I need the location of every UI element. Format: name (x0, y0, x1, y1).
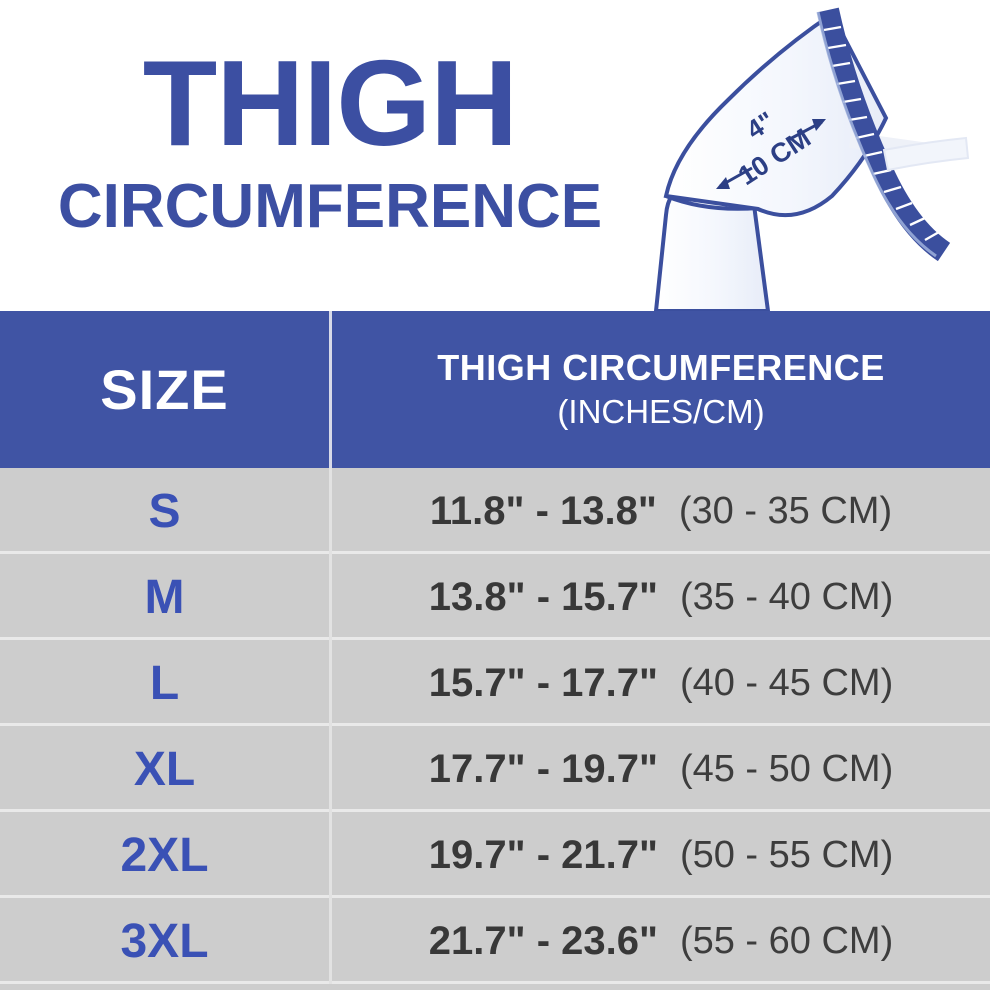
cell-size: XL (133, 742, 196, 796)
measurement-cm: (50 - 55 CM) (679, 833, 894, 876)
row-column-divider (329, 468, 332, 554)
column-header-size: SIZE (100, 358, 229, 421)
column-header-measurement: THIGH CIRCUMFERENCE (437, 347, 885, 388)
row-column-divider (329, 554, 332, 640)
table-row[interactable]: 3XL 21.7" - 23.6" (55 - 60 CM) (0, 898, 990, 984)
page-title: THIGH CIRCUMFERENCE (0, 42, 660, 238)
row-column-divider (329, 640, 332, 726)
measurement-inches: 11.8" - 13.8" (429, 488, 657, 533)
title-sub-line: CIRCUMFERENCE (57, 172, 603, 241)
measurement-inches: 19.7" - 21.7" (428, 832, 658, 877)
cell-measurement: 21.7" - 23.6" (55 - 60 CM) (332, 898, 990, 984)
column-header-measurement-units: (INCHES/CM) (557, 393, 765, 431)
measurement-cm: (30 - 35 CM) (678, 489, 893, 532)
title-main-line: THIGH (142, 35, 519, 171)
measurement-cm: (35 - 40 CM) (679, 575, 894, 618)
measurement-inches: 17.7" - 19.7" (428, 746, 658, 791)
cell-measurement: 15.7" - 17.7" (40 - 45 CM) (332, 640, 990, 726)
table-row[interactable]: 2XL 19.7" - 21.7" (50 - 55 CM) (0, 812, 990, 898)
measuring-tape (816, 7, 951, 262)
measurement-inches: 13.8" - 15.7" (428, 574, 658, 619)
cell-size: M (144, 570, 185, 624)
table-header-cell-size: SIZE (0, 311, 329, 468)
row-column-divider (329, 812, 332, 898)
cell-size: L (149, 656, 180, 710)
leg-measurement-illustration: 4" 10 CM (636, 0, 990, 311)
row-column-divider (329, 726, 332, 812)
table-header-cell-measurement: THIGH CIRCUMFERENCE (INCHES/CM) (332, 311, 990, 468)
cell-size: 2XL (120, 828, 209, 882)
row-column-divider (329, 898, 332, 984)
measurement-inches: 21.7" - 23.6" (428, 918, 658, 963)
size-chart-table: SIZE THIGH CIRCUMFERENCE (INCHES/CM) S 1… (0, 311, 990, 990)
table-header-row: SIZE THIGH CIRCUMFERENCE (INCHES/CM) (0, 311, 990, 468)
arrow-up-right-head (812, 119, 826, 131)
cell-measurement: 11.8" - 13.8" (30 - 35 CM) (332, 468, 990, 554)
cell-measurement: 13.8" - 15.7" (35 - 40 CM) (332, 554, 990, 640)
measurement-cm: (55 - 60 CM) (679, 919, 894, 962)
measurement-cm: (40 - 45 CM) (679, 661, 894, 704)
tape-tail (882, 136, 970, 172)
table-row[interactable]: XL 17.7" - 19.7" (45 - 50 CM) (0, 726, 990, 812)
cell-size: 3XL (120, 914, 209, 968)
measurement-cm: (45 - 50 CM) (679, 747, 894, 790)
header-column-divider (329, 311, 332, 468)
table-row[interactable]: S 11.8" - 13.8" (30 - 35 CM) (0, 468, 990, 554)
measurement-inches: 15.7" - 17.7" (428, 660, 658, 705)
table-body: S 11.8" - 13.8" (30 - 35 CM) M 13.8" - 1… (0, 468, 990, 984)
cell-measurement: 17.7" - 19.7" (45 - 50 CM) (332, 726, 990, 812)
cell-measurement: 19.7" - 21.7" (50 - 55 CM) (332, 812, 990, 898)
chart-header-banner: THIGH CIRCUMFERENCE (0, 0, 990, 311)
table-row[interactable]: M 13.8" - 15.7" (35 - 40 CM) (0, 554, 990, 640)
cell-size: S (148, 484, 181, 538)
table-row[interactable]: L 15.7" - 17.7" (40 - 45 CM) (0, 640, 990, 726)
arrow-down-left-head (716, 177, 730, 189)
